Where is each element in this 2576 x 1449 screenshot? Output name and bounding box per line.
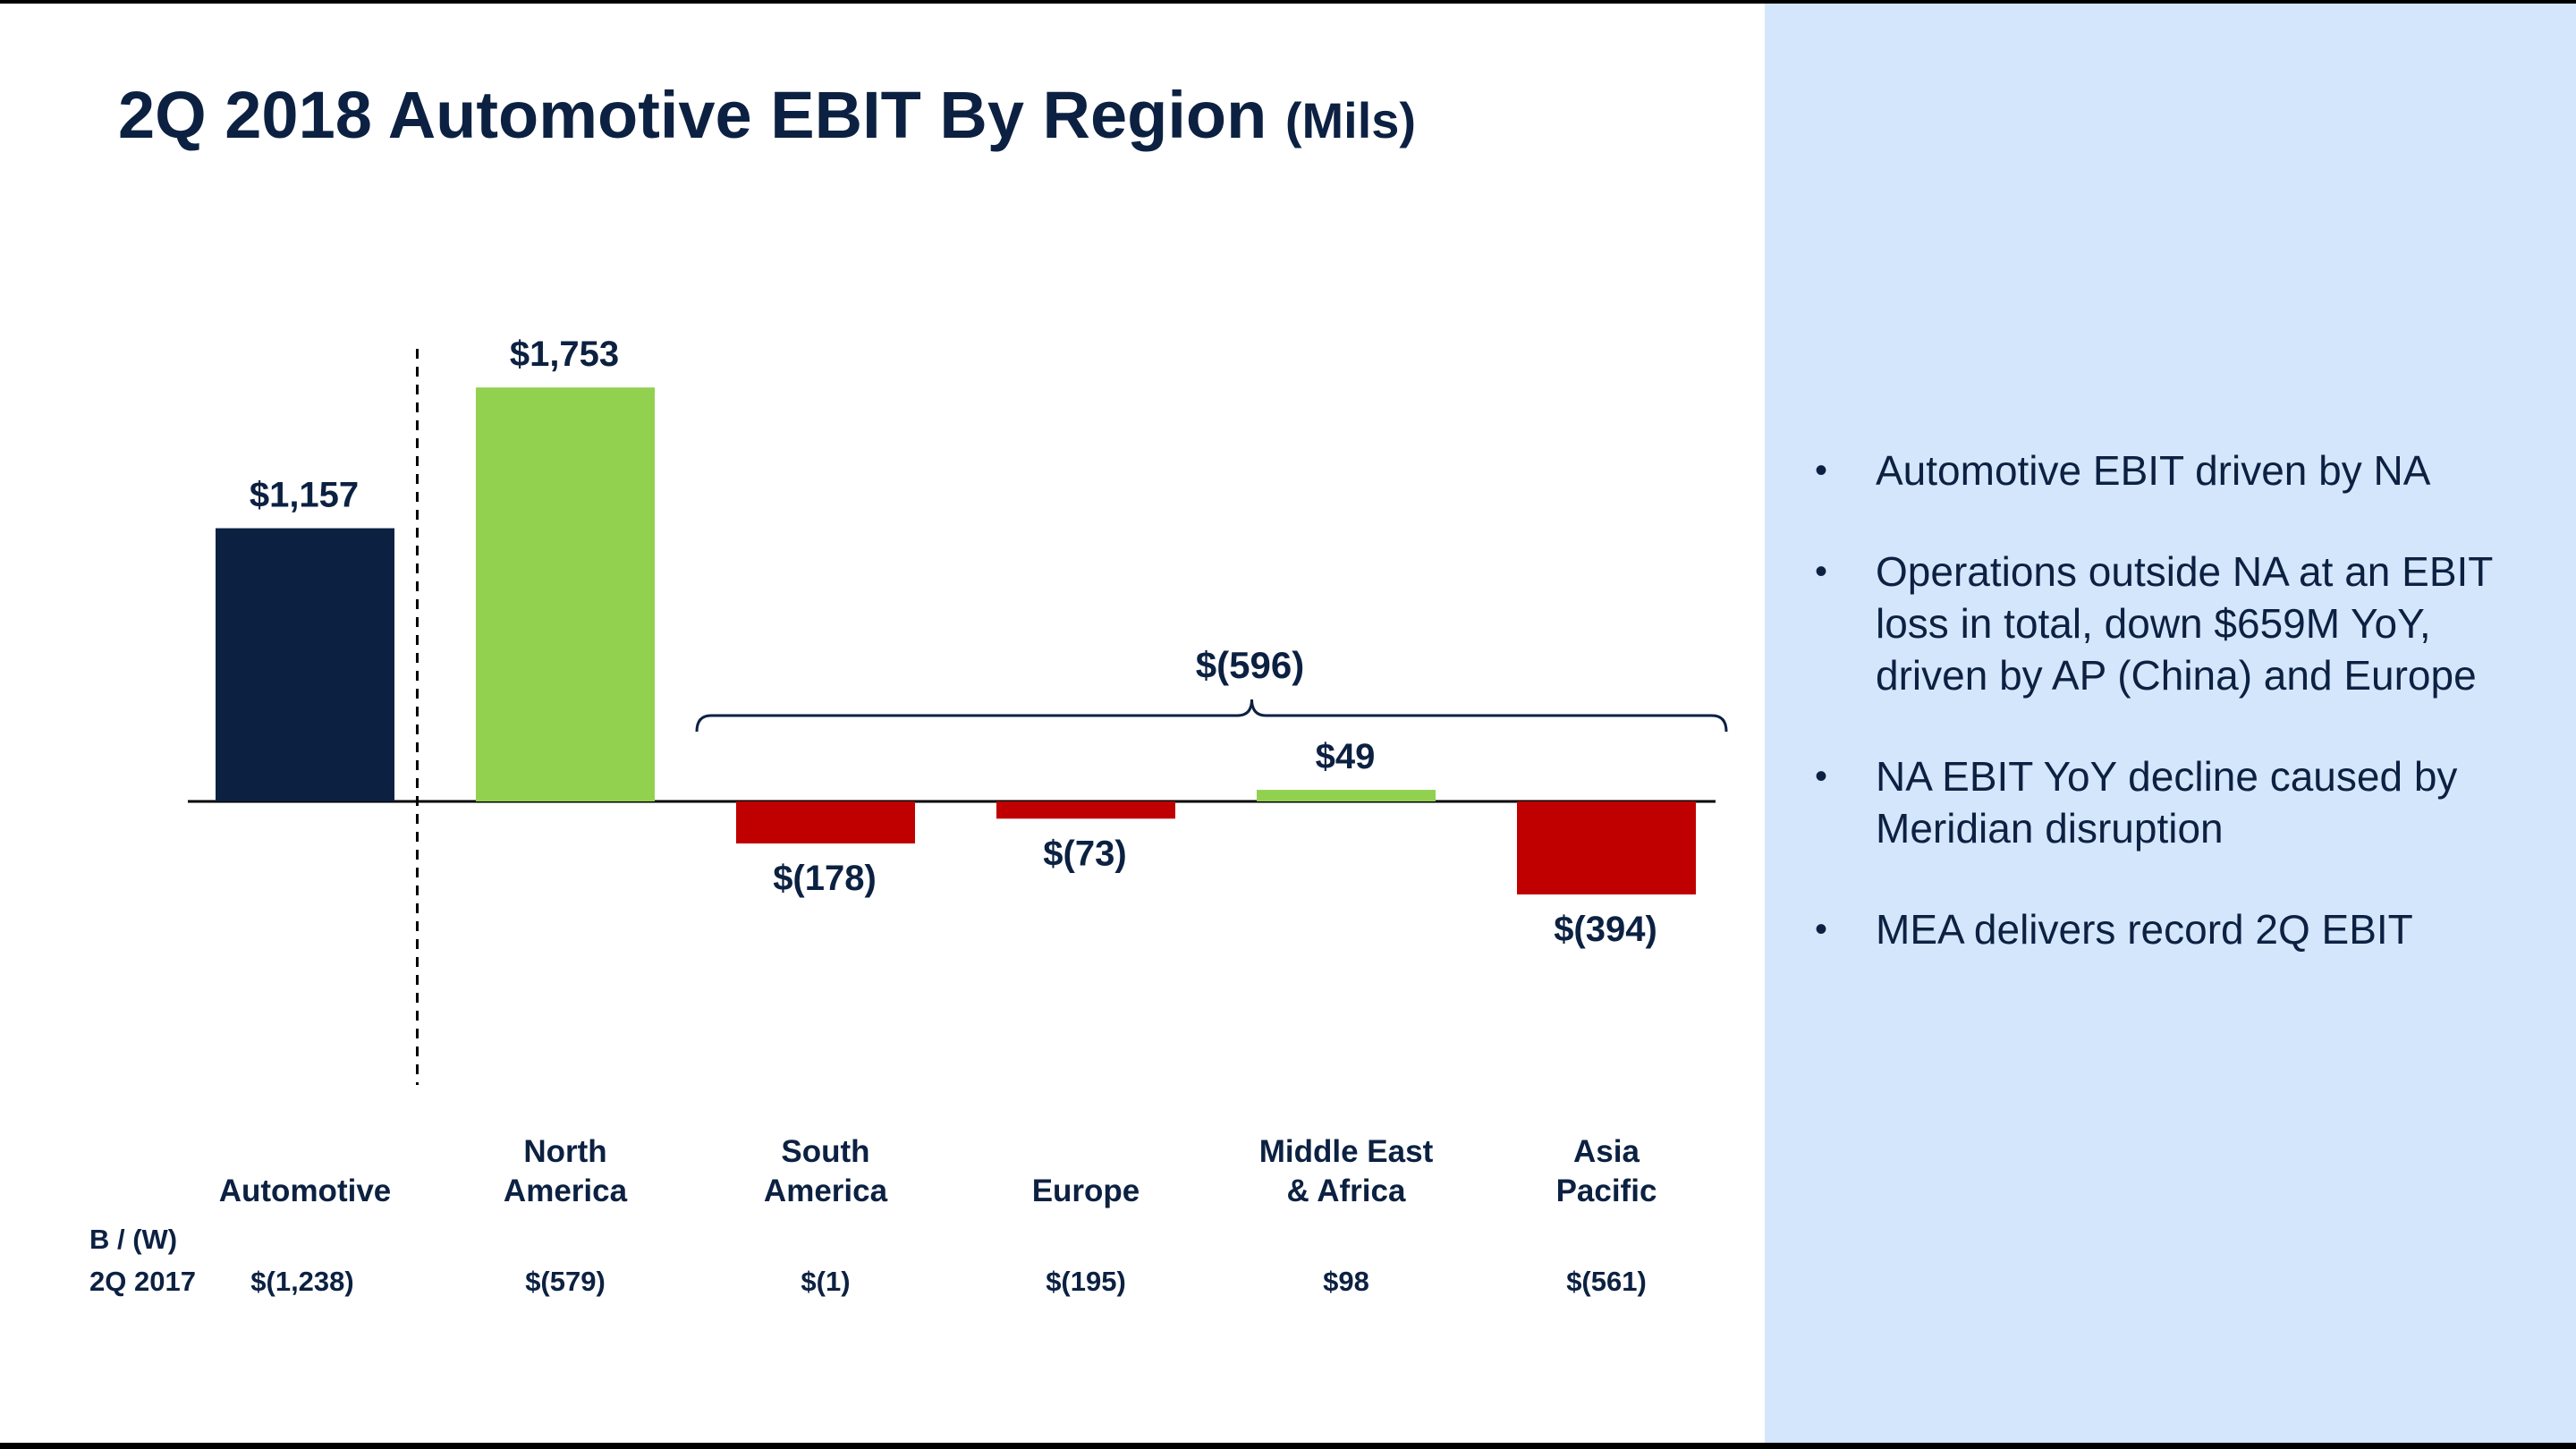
data-label-north-america: $1,753 (510, 335, 619, 374)
bar-middle-east-and-africa (1257, 790, 1436, 801)
bullet-marker: • (1815, 451, 1828, 490)
data-label-automotive: $1,157 (250, 476, 359, 515)
commentary-text: NA EBIT YoY decline caused by Meridian d… (1876, 753, 2458, 852)
category-label-europe-line2: Europe (1031, 1174, 1140, 1208)
comparison-label-line1: B / (W) (89, 1224, 178, 1255)
overseas-total-brace (695, 699, 1728, 733)
category-label-north-america-line1: North (523, 1134, 607, 1169)
comparison-value-asia-pacific: $(561) (1566, 1266, 1647, 1297)
bars (216, 387, 1696, 895)
top-border (0, 0, 2576, 4)
title-text: 2Q 2018 Automotive EBIT By Region (118, 78, 1267, 152)
commentary-text: MEA delivers record 2Q EBIT (1876, 906, 2413, 953)
bar-south-america (736, 801, 915, 843)
bar-europe (996, 801, 1175, 819)
data-label-middle-east-and-africa: $49 (1316, 737, 1376, 776)
category-label-automotive-line2: Automotive (218, 1174, 392, 1208)
commentary-item: • MEA delivers record 2Q EBIT (1807, 903, 2540, 955)
comparison-value-north-america: $(579) (525, 1266, 606, 1297)
data-label-europe: $(73) (1043, 834, 1126, 873)
data-label-south-america: $(178) (773, 859, 877, 898)
category-label-north-america-line2: America (503, 1174, 628, 1208)
category-label-middle-east-and-africa-line1: Middle East (1258, 1134, 1434, 1169)
commentary-panel (1765, 4, 2576, 1443)
comparison-value-automotive: $(1,238) (250, 1266, 354, 1297)
category-label-middle-east-and-africa-line2: & Africa (1286, 1174, 1406, 1208)
data-label-asia-pacific: $(394) (1554, 910, 1657, 949)
ebit-bar-chart: $1,157 $1,753 $(178) $(73) $49 $(394) $(596) (188, 335, 1728, 1085)
commentary-item: • Operations outside NA at an EBIT loss i… (1807, 546, 2540, 701)
bar-asia-pacific (1517, 801, 1696, 895)
commentary-text: Automotive EBIT driven by NA (1876, 447, 2431, 494)
bottom-border (0, 1443, 2576, 1449)
category-label-south-america-line2: America (763, 1174, 888, 1208)
title-unit: (Mils) (1284, 92, 1417, 148)
comparison-value-south-america: $(1) (801, 1266, 851, 1297)
comparison-value-middle-east-and-africa: $98 (1323, 1266, 1369, 1297)
commentary-item: • Automotive EBIT driven by NA (1807, 445, 2540, 496)
bullet-marker: • (1815, 757, 1828, 796)
bullet-marker: • (1815, 910, 1828, 949)
bar-automotive (216, 528, 394, 801)
commentary-text: Operations outside NA at an EBIT loss in… (1876, 548, 2493, 699)
bar-north-america (476, 387, 655, 801)
overseas-total-label: $(596) (1196, 644, 1304, 686)
category-label-asia-pacific-line1: Asia (1573, 1134, 1640, 1169)
data-labels: $1,157 $1,753 $(178) $(73) $49 $(394) (250, 335, 1657, 949)
bullet-marker: • (1815, 552, 1828, 591)
commentary-list: • Automotive EBIT driven by NA • Operation… (1807, 445, 2540, 1004)
comparison-label-line2: 2Q 2017 (89, 1266, 196, 1297)
category-label-south-america-line1: South (781, 1134, 870, 1169)
commentary-item: • NA EBIT YoY decline caused by Meridian … (1807, 750, 2540, 854)
page-title: 2Q 2018 Automotive EBIT By Region (Mils) (118, 77, 1416, 153)
category-label-asia-pacific-line2: Pacific (1555, 1174, 1657, 1208)
comparison-value-europe: $(195) (1046, 1266, 1126, 1297)
